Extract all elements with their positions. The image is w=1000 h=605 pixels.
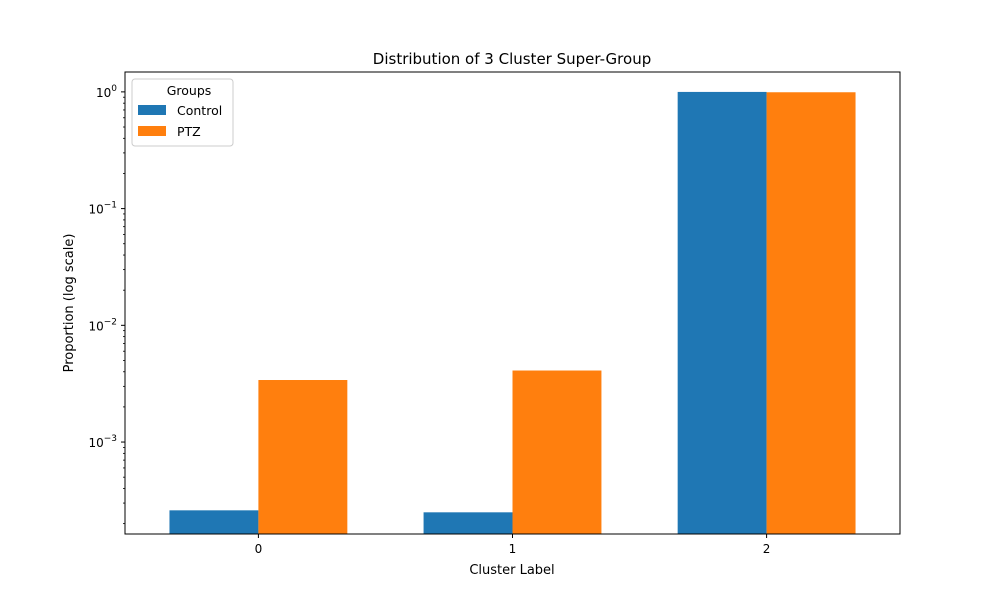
legend-label-ptz: PTZ (177, 124, 201, 139)
bar-ptz-cluster-0 (258, 380, 348, 534)
x-axis-ticks: 0 1 2 (255, 534, 771, 556)
y-axis-label: Proportion (log scale) (62, 234, 77, 373)
chart-title: Distribution of 3 Cluster Super-Group (373, 50, 651, 68)
y-tick-label: 10−2 (88, 317, 117, 333)
plot-frame (124, 71, 901, 535)
legend-swatch-control (138, 105, 166, 115)
legend-title: Groups (167, 83, 212, 98)
bar-control-cluster-0 (169, 510, 259, 534)
y-tick-label: 100 (96, 84, 117, 100)
bar-ptz-cluster-2 (766, 92, 856, 534)
x-tick-label: 1 (509, 542, 517, 556)
bar-ptz-cluster-1 (512, 370, 602, 534)
y-axis-ticks: 10−3 10−2 10−1 100 (88, 84, 125, 525)
y-tick-label: 10−1 (88, 201, 117, 217)
x-tick-label: 0 (255, 542, 263, 556)
x-tick-label: 2 (763, 542, 771, 556)
legend-swatch-ptz (138, 126, 166, 136)
legend: Groups Control PTZ (131, 78, 234, 147)
y-tick-label: 10−3 (88, 434, 117, 450)
bars-layer (169, 91, 856, 534)
bar-control-cluster-1 (423, 512, 513, 534)
bar-control-cluster-2 (677, 91, 767, 534)
x-axis-label: Cluster Label (469, 563, 554, 578)
legend-label-control: Control (177, 103, 222, 118)
